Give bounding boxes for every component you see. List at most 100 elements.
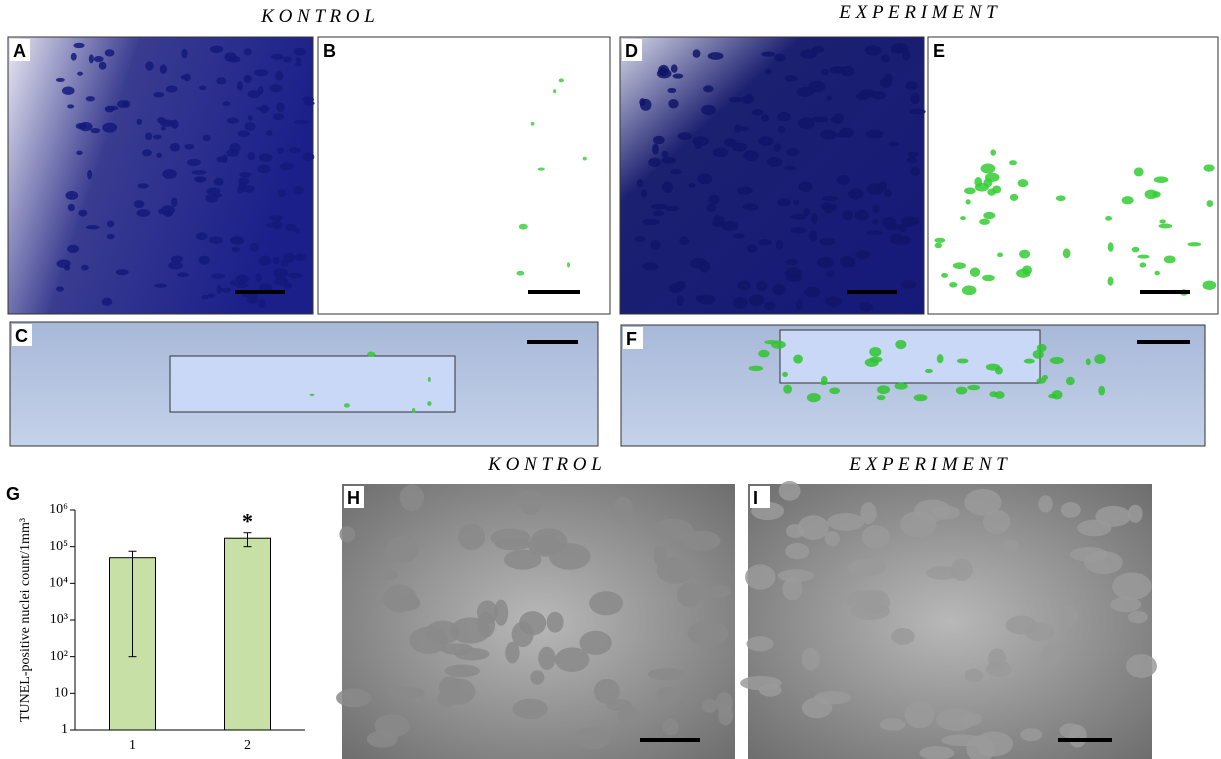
blob — [56, 286, 64, 291]
blob — [964, 187, 976, 194]
x-tick-label: 2 — [244, 738, 251, 753]
blob — [221, 287, 231, 292]
blob — [640, 99, 652, 111]
blob — [988, 648, 1006, 670]
blob — [862, 525, 890, 549]
blob — [289, 147, 301, 153]
blob — [985, 173, 1000, 182]
blob — [914, 394, 928, 401]
render-box — [170, 356, 455, 412]
blob — [1187, 242, 1201, 246]
blob — [224, 52, 236, 62]
blob — [57, 259, 71, 268]
blob — [1016, 269, 1030, 278]
blob — [166, 85, 178, 92]
blob — [821, 376, 828, 384]
blob — [374, 714, 409, 737]
blob — [1050, 357, 1064, 364]
bar — [225, 538, 271, 730]
blob — [764, 340, 778, 344]
blob — [160, 64, 167, 74]
blob — [797, 87, 814, 97]
blob — [177, 272, 189, 277]
blob — [687, 620, 728, 646]
blob — [199, 256, 210, 265]
blob — [701, 105, 716, 115]
blob — [822, 196, 839, 201]
blob — [709, 194, 720, 204]
blob — [1137, 255, 1149, 259]
blob — [77, 72, 83, 76]
blob — [790, 227, 806, 233]
blob — [785, 543, 809, 559]
blob — [951, 559, 973, 581]
blob — [142, 149, 152, 156]
blob — [230, 143, 241, 153]
blob — [821, 69, 829, 75]
blob — [1134, 167, 1144, 176]
blob — [258, 164, 271, 173]
blob — [1052, 390, 1063, 399]
blob — [1126, 654, 1157, 678]
blob — [909, 109, 925, 115]
blob — [884, 189, 892, 197]
y-tick-label: 10⁴ — [49, 576, 68, 591]
blob — [690, 258, 707, 269]
blob — [247, 152, 254, 160]
blob — [843, 210, 854, 220]
blob — [635, 236, 646, 242]
blob — [237, 81, 243, 91]
blob — [837, 175, 851, 185]
blob — [747, 244, 757, 253]
blob — [227, 118, 239, 124]
blob — [890, 234, 904, 245]
section-title: K O N T R O L — [260, 6, 375, 27]
blob — [1056, 195, 1066, 201]
blob — [793, 355, 803, 364]
blob — [925, 369, 933, 373]
blob — [819, 238, 835, 246]
y-tick-label: 10³ — [50, 612, 68, 627]
blob — [672, 73, 683, 78]
blob — [94, 56, 104, 62]
blob — [269, 84, 282, 92]
blob — [232, 247, 240, 253]
blob — [869, 347, 881, 357]
blob — [1037, 344, 1047, 352]
blob — [651, 204, 667, 210]
blob — [814, 691, 851, 704]
blob — [283, 57, 292, 63]
blob — [708, 52, 724, 60]
blob — [702, 699, 717, 713]
panel-label: B — [323, 41, 336, 61]
blob — [865, 45, 882, 55]
blob — [648, 158, 661, 167]
blob — [703, 85, 713, 92]
blob — [658, 65, 669, 77]
blob — [746, 636, 773, 651]
blob — [248, 90, 261, 98]
blob — [733, 233, 745, 238]
blob — [73, 43, 84, 48]
y-tick-label: 1 — [61, 722, 68, 737]
blob — [441, 643, 473, 655]
blob — [266, 222, 277, 227]
blob — [184, 144, 194, 149]
blob — [910, 93, 919, 104]
blob — [303, 96, 314, 103]
blob — [99, 62, 107, 70]
panel-label: H — [347, 488, 360, 508]
blob — [136, 119, 142, 125]
blob — [759, 684, 782, 697]
blob — [1070, 547, 1108, 562]
blob — [295, 254, 307, 261]
blob — [211, 274, 225, 279]
blob — [783, 577, 803, 600]
blob — [87, 170, 92, 179]
blob — [1132, 247, 1140, 253]
panel-label: I — [753, 488, 758, 508]
blob — [941, 273, 948, 278]
blob — [391, 595, 419, 608]
blob — [201, 295, 209, 299]
blob — [786, 259, 797, 265]
